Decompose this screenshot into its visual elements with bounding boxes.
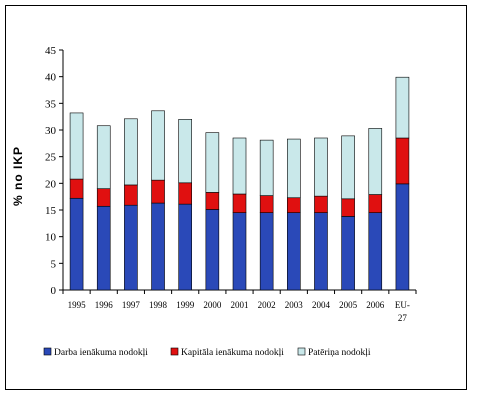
chart-frame: 0 5 10 15 20 25 30 35 40 45 1995 1996 1997 1998 1999 20…	[5, 5, 467, 390]
y-tick-label: 20	[45, 178, 57, 190]
bar-segment	[287, 197, 301, 213]
bar-segment	[151, 202, 165, 291]
y-tick-label: 15	[45, 205, 57, 217]
bar-segment	[287, 212, 301, 291]
bar-segment	[124, 118, 138, 186]
x-tick-label: 1999	[176, 300, 195, 310]
x-tick-label: 1995	[68, 300, 87, 310]
bar-segment	[395, 76, 410, 139]
bar-segment	[178, 182, 192, 205]
x-tick-label: 2005	[339, 300, 358, 310]
bar-segment	[232, 193, 247, 213]
bar-segment	[232, 212, 247, 291]
y-tick-label: 5	[51, 258, 57, 270]
x-tick-label: 2004	[312, 300, 331, 310]
bar-segment	[368, 128, 383, 195]
y-tick-label: 35	[45, 98, 57, 110]
bar-segment	[178, 119, 192, 184]
bar-segment	[151, 110, 165, 181]
bar-segment	[341, 135, 355, 200]
legend: Darba ienākuma nodokļi Kapitāla ienākuma …	[43, 347, 371, 358]
x-tick-label: 1997	[122, 300, 141, 310]
bar-segment	[314, 212, 328, 291]
x-tick-label: 2001	[231, 300, 249, 310]
y-tick-label: 30	[45, 125, 57, 137]
legend-swatch	[43, 347, 52, 356]
bar-segment	[96, 188, 111, 207]
legend-swatch	[297, 347, 306, 356]
bar-segment	[205, 192, 220, 210]
bar-segment	[96, 205, 111, 291]
x-tick-label: 1998	[149, 300, 168, 310]
bar-segment	[368, 212, 383, 291]
x-tick-label: 2003	[285, 300, 304, 310]
legend-swatch	[170, 347, 179, 356]
bar-segment	[395, 183, 410, 291]
bar-segment	[287, 138, 301, 199]
bar-segment	[205, 209, 220, 291]
plot-area: 0 5 10 15 20 25 30 35 40 45 1995 1996 1997 1998 1999 20…	[45, 45, 417, 323]
bar-segment	[96, 125, 111, 189]
bar-segment	[368, 194, 383, 213]
y-tick-label: 45	[45, 45, 57, 57]
x-tick-label: 2002	[258, 300, 276, 310]
bar-segment	[314, 195, 328, 213]
bar-segment	[69, 178, 84, 199]
bar-segment	[341, 216, 355, 291]
legend-label: Darba ienākuma nodokļi	[54, 348, 148, 358]
bar-segment	[395, 137, 410, 185]
legend-label: Patēriņa nodokļi	[308, 348, 371, 358]
bar-segment	[259, 195, 274, 213]
bar-segment	[259, 212, 274, 291]
bar-segment	[69, 197, 84, 291]
y-tick-label: 25	[45, 152, 57, 164]
x-tick-label: 1996	[95, 300, 114, 310]
bar-segment	[341, 198, 355, 217]
bar-segment	[178, 203, 192, 291]
x-tick-label: 27	[398, 313, 408, 323]
y-tick-label: 40	[45, 72, 57, 84]
y-axis-label: % no IKP	[11, 146, 25, 206]
bar-segment	[259, 139, 274, 196]
bar-segment	[151, 179, 165, 204]
x-tick-label: EU-	[395, 300, 410, 310]
y-tick-label: 0	[51, 285, 57, 297]
x-tick-label: 2000	[203, 300, 222, 310]
y-tick-label: 10	[45, 232, 57, 244]
bar-segment	[314, 137, 328, 197]
legend-label: Kapitāla ienākuma nodokļi	[181, 348, 284, 358]
bar-segment	[124, 204, 138, 291]
bar-segment	[232, 137, 247, 195]
bar-segment	[205, 132, 220, 193]
bar-segment	[124, 184, 138, 206]
x-tick-label: 2006	[366, 300, 385, 310]
bar-segment	[69, 112, 84, 180]
stacked-bar-chart: 0 5 10 15 20 25 30 35 40 45 1995 1996 1997 1998 1999 20…	[11, 45, 417, 358]
